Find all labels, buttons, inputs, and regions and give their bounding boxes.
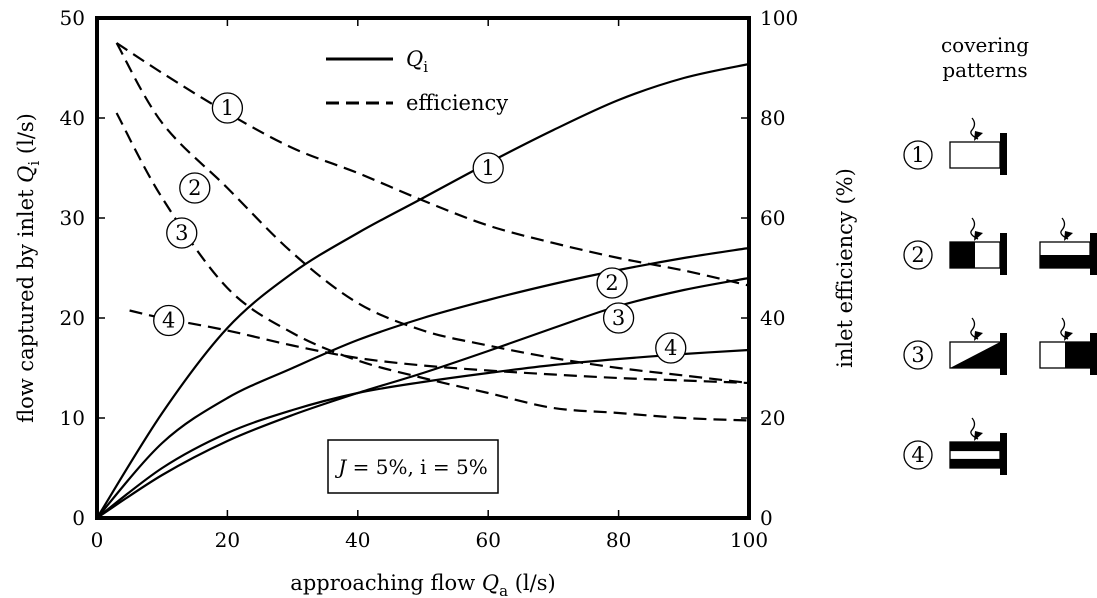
series-label-dashed-3: 3 — [166, 217, 198, 249]
pattern-icon-open — [949, 117, 1007, 175]
series-label-dashed-1: 1 — [211, 92, 244, 124]
legend-efficiency-label: efficiency — [406, 91, 508, 115]
y-right-tick-label: 60 — [760, 206, 785, 230]
pattern-icon-bottom-half-covered — [1039, 217, 1097, 275]
series-label-solid-2: 2 — [596, 267, 628, 299]
series-label-solid-3: 3 — [602, 302, 635, 334]
series-solid-4 — [96, 348, 750, 519]
pattern-icon-left-half-covered — [949, 217, 1007, 275]
svg-text:1: 1 — [221, 96, 234, 120]
pattern-number: 2 — [911, 243, 924, 267]
series-label-dashed-2: 2 — [179, 172, 211, 204]
svg-text:2: 2 — [188, 176, 201, 200]
series-dashed-1 — [115, 42, 750, 287]
pattern-number: 3 — [911, 343, 924, 367]
svg-text:4: 4 — [664, 336, 677, 360]
x-axis-label: approaching flow Qa (l/s) — [290, 571, 555, 598]
svg-text:3: 3 — [175, 221, 188, 245]
x-tick-label: 60 — [475, 528, 500, 552]
x-tick-label: 0 — [91, 528, 104, 552]
x-tick-label: 40 — [345, 528, 370, 552]
y-right-tick-label: 20 — [760, 406, 785, 430]
y-left-tick-label: 20 — [60, 306, 85, 330]
y-right-tick-label: 40 — [760, 306, 785, 330]
y-left-tick-label: 10 — [60, 406, 85, 430]
legend: Qi efficiency — [326, 47, 508, 115]
patterns-title-line1: covering — [941, 33, 1029, 57]
svg-text:1: 1 — [482, 156, 495, 180]
series-solid-1 — [96, 62, 750, 519]
y-left-tick-label: 50 — [60, 6, 85, 30]
y-left-tick-label: 40 — [60, 106, 85, 130]
x-tick-label: 80 — [606, 528, 631, 552]
svg-text:3: 3 — [612, 306, 625, 330]
condition-box: J = 5%, i = 5% — [327, 439, 499, 494]
patterns-title-line2: patterns — [942, 58, 1027, 82]
svg-text:4: 4 — [162, 309, 175, 333]
plot-frame — [95, 16, 751, 520]
y-left-tick-label: 30 — [60, 206, 85, 230]
series-solid-3 — [96, 276, 750, 519]
svg-text:2: 2 — [605, 271, 618, 295]
pattern-row-3: 3 — [903, 317, 1097, 375]
series-solid-2 — [96, 246, 750, 519]
series-layer — [96, 42, 750, 519]
x-tick-label: 20 — [215, 528, 240, 552]
y-axis-left-label: flow captured by inlet Qi (l/s) — [14, 113, 43, 423]
covering-patterns-panel: covering patterns 1 2 3 4 — [903, 33, 1097, 475]
legend-qi-label: Qi — [406, 47, 428, 76]
condition-text: J = 5%, i = 5% — [334, 455, 488, 479]
series-dashed-2 — [115, 42, 750, 385]
series-label-solid-4: 4 — [655, 332, 687, 364]
pattern-icon-middle-band-open — [949, 417, 1007, 475]
y-right-tick-label: 100 — [760, 6, 798, 30]
y-left-tick-label: 0 — [72, 506, 85, 530]
series-label-dashed-4: 4 — [153, 304, 185, 337]
pattern-row-2: 2 — [903, 217, 1097, 275]
series-dashed-4 — [129, 309, 750, 385]
pattern-row-1: 1 — [903, 117, 1007, 175]
pattern-number: 1 — [911, 143, 924, 167]
y-axis-right-label: inlet efficiency (%) — [833, 168, 857, 368]
y-right-tick-label: 80 — [760, 106, 785, 130]
series-dashed-3 — [115, 112, 750, 422]
y-right-tick-label: 0 — [760, 506, 773, 530]
pattern-row-4: 4 — [903, 417, 1007, 475]
pattern-number: 4 — [911, 443, 924, 467]
series-label-solid-1: 1 — [472, 152, 504, 184]
x-tick-label: 100 — [730, 528, 768, 552]
pattern-icon-right-half-covered — [1039, 317, 1097, 375]
pattern-icon-diagonal-covered — [949, 317, 1007, 375]
